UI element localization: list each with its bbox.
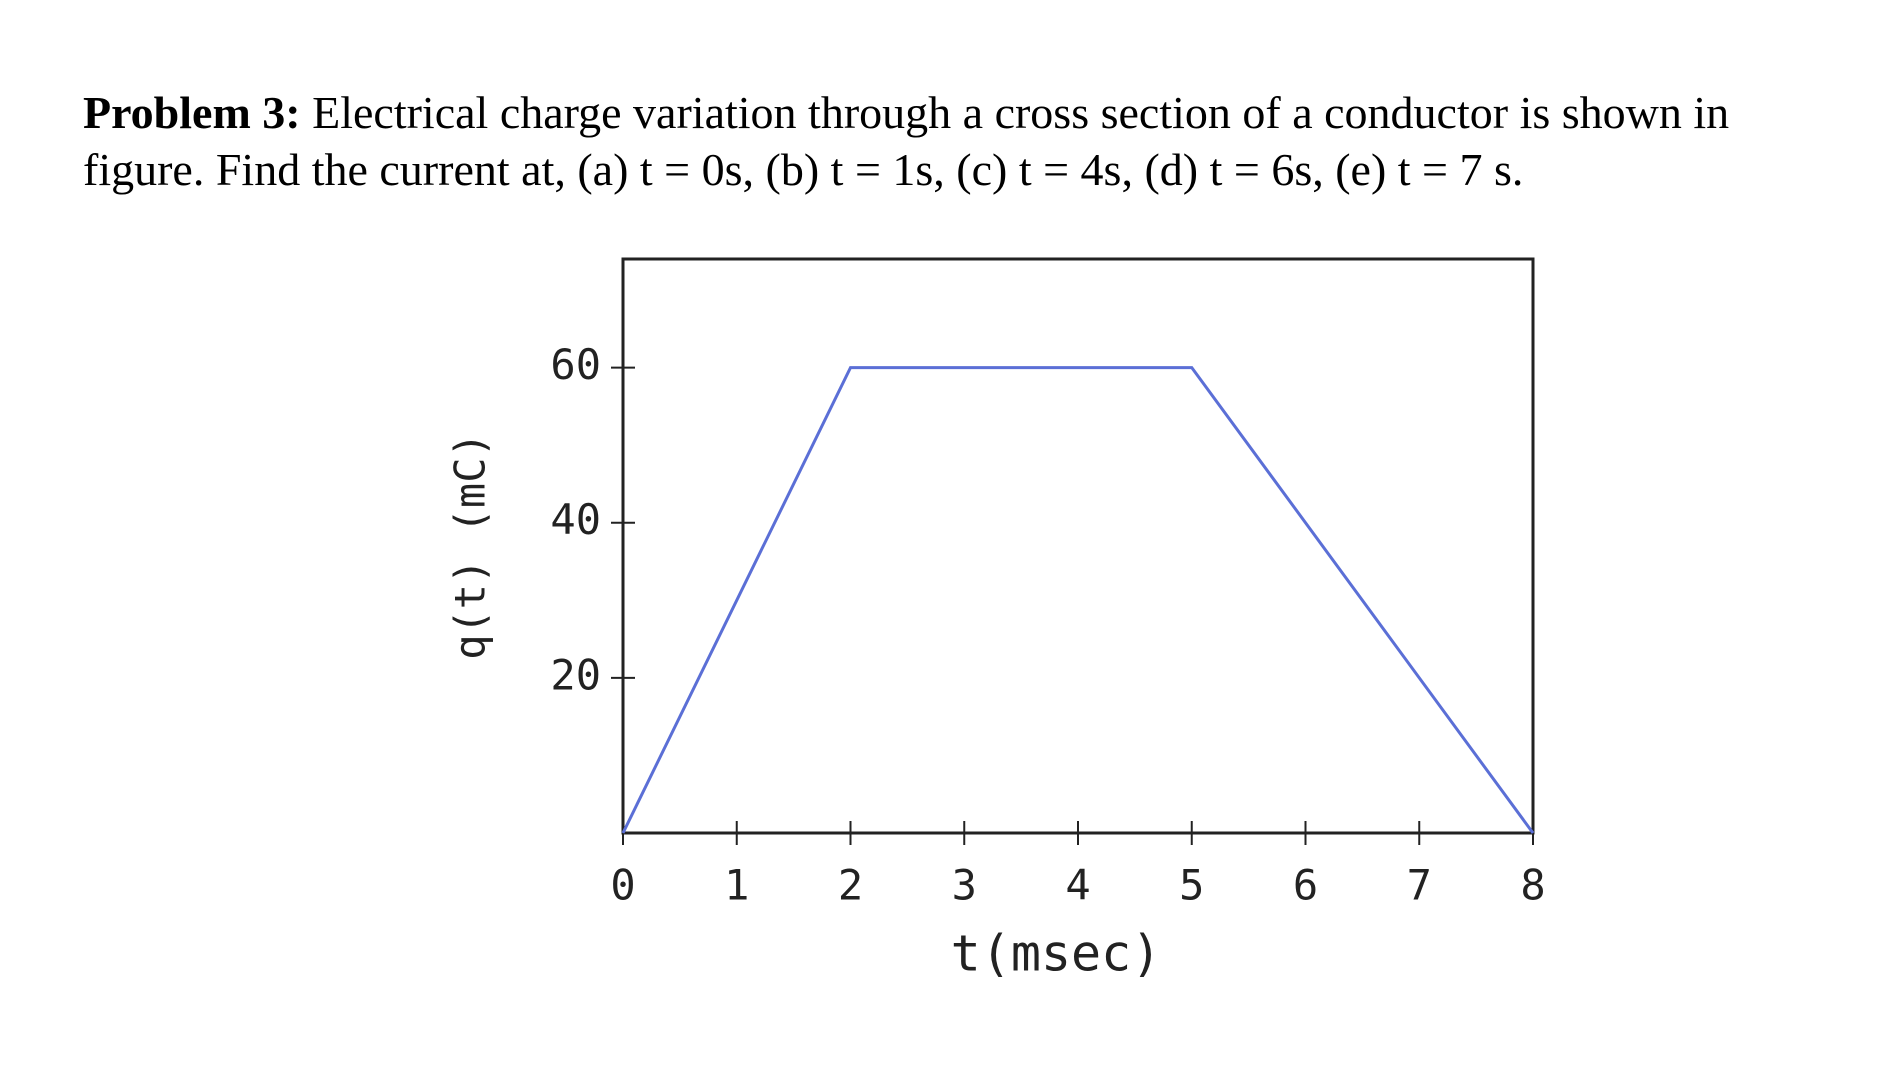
x-tick-label: 2: [838, 861, 863, 910]
problem-statement: Problem 3: Electrical charge variation t…: [83, 84, 1823, 198]
x-tick-label: 0: [610, 861, 635, 910]
x-tick-label: 5: [1179, 861, 1204, 910]
x-tick-label: 7: [1407, 861, 1432, 910]
x-tick-label: 6: [1293, 861, 1318, 910]
plot-frame: [621, 257, 1535, 835]
data-line: [621, 366, 1535, 834]
x-tick-label: 4: [1065, 861, 1090, 910]
x-tick-label: 1: [724, 861, 749, 910]
y-tick-label: 20: [550, 650, 601, 699]
y-axis-label: q(t) (mC): [446, 432, 495, 660]
problem-text: Electrical charge variation through a cr…: [83, 87, 1730, 195]
problem-label: Problem 3:: [83, 87, 301, 138]
x-tick-label: 8: [1520, 861, 1545, 910]
x-axis-label: t(msec): [951, 925, 1162, 983]
x-tick-label: 3: [952, 861, 977, 910]
y-tick-label: 60: [550, 340, 601, 389]
y-tick-label: 40: [550, 495, 601, 544]
